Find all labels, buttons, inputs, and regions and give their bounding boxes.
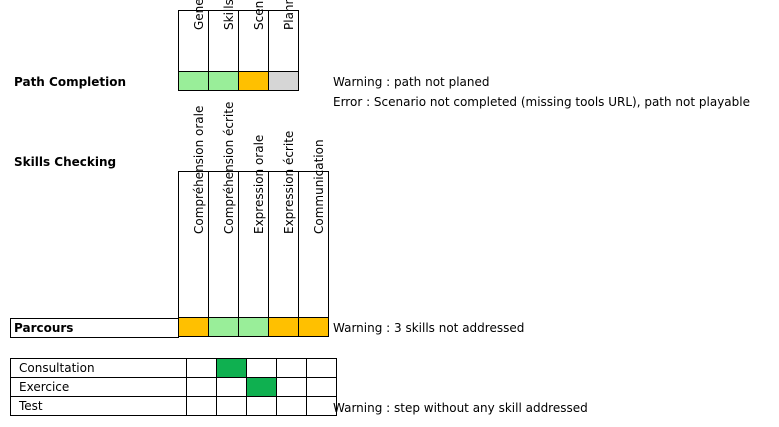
path-warning-message: Warning : path not planed <box>333 75 490 89</box>
step-cell <box>216 396 247 416</box>
table-row: Consultation <box>10 358 337 378</box>
status-cell-skills <box>208 71 239 91</box>
column-header-general: General <box>178 0 209 72</box>
step-label-consultation: Consultation <box>10 358 187 378</box>
step-cell <box>306 358 337 378</box>
parcours-cell-communication <box>298 317 329 337</box>
column-header-expression-orale: Expression orale <box>238 134 269 318</box>
step-label-exercice: Exercice <box>10 377 187 397</box>
table-row: Exercice <box>10 377 337 397</box>
column-header-skills: Skills <box>208 0 239 72</box>
path-completion-title: Path Completion <box>14 75 127 89</box>
steps-table: Consultation Exercice Test <box>10 358 337 416</box>
parcours-cell-comprehension-orale <box>178 317 209 337</box>
step-label-test: Test <box>10 396 187 416</box>
step-cell <box>246 396 277 416</box>
step-cell <box>186 377 217 397</box>
column-header-planner: Planner <box>268 0 299 72</box>
step-cell <box>186 396 217 416</box>
step-cell <box>276 377 307 397</box>
parcours-row-label: Parcours <box>10 318 179 338</box>
skills-header-table: Compréhension orale Compréhension écrite… <box>178 101 329 337</box>
column-header-comprehension-orale: Compréhension orale <box>178 105 209 318</box>
column-header-comprehension-ecrite: Compréhension écrite <box>208 101 239 318</box>
status-cell-general <box>178 71 209 91</box>
table-row: Test <box>10 396 337 416</box>
column-header-communication: Communication <box>298 139 329 318</box>
path-error-message: Error : Scenario not completed (missing … <box>333 95 750 109</box>
step-cell <box>216 377 247 397</box>
step-cell <box>306 396 337 416</box>
path-completion-table: General Skills Scenario Planner <box>178 0 299 91</box>
step-cell <box>186 358 217 378</box>
column-header-expression-ecrite: Expression écrite <box>268 130 299 318</box>
parcours-cell-expression-ecrite <box>268 317 299 337</box>
step-cell <box>246 358 277 378</box>
parcours-cell-expression-orale <box>238 317 269 337</box>
step-cell <box>276 358 307 378</box>
status-cell-planner <box>268 71 299 91</box>
step-cell <box>276 396 307 416</box>
column-header-scenario: Scenario <box>238 0 269 72</box>
parcours-warning-message: Warning : 3 skills not addressed <box>333 321 525 335</box>
test-warning-message: Warning : step without any skill address… <box>333 401 588 415</box>
skills-checking-title: Skills Checking <box>14 155 117 169</box>
parcours-cell-comprehension-ecrite <box>208 317 239 337</box>
step-cell <box>306 377 337 397</box>
step-cell <box>246 377 277 397</box>
step-cell <box>216 358 247 378</box>
status-cell-scenario <box>238 71 269 91</box>
